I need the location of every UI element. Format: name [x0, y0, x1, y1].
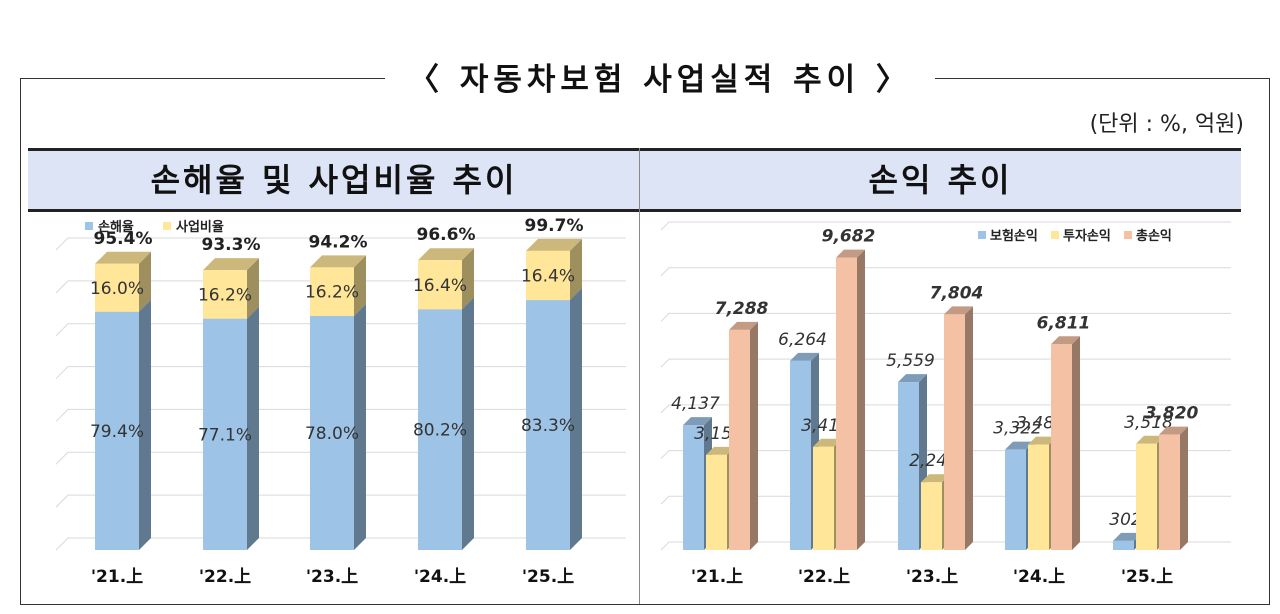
legend-swatch-2 — [1124, 231, 1132, 239]
x-tick-label: '25.上 — [1121, 567, 1173, 587]
legend-swatch-1 — [163, 222, 171, 230]
right-panel-header: 손익 추이 — [640, 148, 1241, 212]
loss-ratio-label: 83.3% — [521, 416, 575, 436]
legend-label-2: 총손익 — [1136, 228, 1172, 244]
x-tick-label: '25.上 — [522, 567, 574, 587]
expense-ratio-bar — [418, 248, 474, 310]
expense-ratio-label: 16.0% — [90, 279, 144, 299]
legend-label-0: 손해율 — [98, 219, 134, 235]
gridline — [660, 312, 1231, 322]
expense-ratio-label: 16.4% — [413, 276, 467, 296]
legend-swatch-0 — [85, 222, 93, 230]
loss-ratio-bar — [418, 297, 474, 550]
loss-ratio-label: 80.2% — [413, 421, 467, 441]
profit-value-label: 7,288 — [715, 299, 769, 319]
profit-value-label: 9,682 — [822, 227, 876, 247]
unit-note: (단위 : %, 억원) — [1089, 112, 1244, 137]
profit-value-label: 5,559 — [886, 351, 935, 371]
gridline — [660, 221, 1231, 231]
left-panel-header: 손해율 및 사업비율 추이 — [28, 148, 640, 212]
total-ratio-label: 95.4% — [94, 229, 153, 249]
profit-value-label: 302 — [1109, 510, 1141, 530]
x-tick-label: '23.上 — [306, 567, 358, 587]
profit-value-label: 6,811 — [1037, 313, 1091, 333]
expense-ratio-bar — [95, 251, 151, 312]
x-tick-label: '23.上 — [906, 567, 958, 587]
x-tick-label: '24.上 — [414, 567, 466, 587]
loss-ratio-chart: 손해율 사업비율 79.4% 16.0% 95.4% '21.上 77.1% 16.2% 93.… — [55, 216, 626, 587]
total-ratio-label: 93.3% — [202, 235, 261, 255]
gridline — [660, 358, 1231, 368]
total-ratio-label: 94.2% — [309, 232, 368, 252]
x-tick-label: '22.上 — [199, 567, 251, 587]
loss-ratio-bar — [526, 288, 582, 550]
profit-bar-2 — [729, 321, 758, 550]
total-ratio-label: 96.6% — [417, 225, 476, 245]
expense-ratio-label: 16.2% — [305, 283, 359, 303]
panel-divider — [639, 148, 640, 604]
expense-ratio-bar — [203, 258, 259, 319]
profit-value-label: 6,264 — [778, 330, 827, 350]
legend-swatch-1 — [1051, 231, 1059, 239]
expense-ratio-label: 16.2% — [198, 285, 252, 305]
profit-value-label: 3,820 — [1145, 404, 1199, 424]
gridline — [660, 267, 1231, 277]
loss-ratio-label: 79.4% — [90, 422, 144, 442]
profit-chart: 보험손익 투자손익 총손익4,1373,1517,288'21.上6,2643,41… — [660, 221, 1231, 587]
loss-ratio-bar — [310, 304, 366, 550]
gridline — [55, 237, 626, 251]
expense-ratio-bar — [310, 255, 366, 316]
loss-ratio-label: 78.0% — [305, 424, 359, 444]
x-tick-label: '24.上 — [1013, 567, 1065, 587]
right-chart-title: 손익 추이 — [868, 161, 1013, 199]
expense-ratio-bar — [526, 238, 582, 301]
legend-label-1: 투자손익 — [1063, 228, 1111, 244]
legend-swatch-0 — [978, 231, 986, 239]
profit-value-label: 7,804 — [930, 283, 984, 303]
total-ratio-label: 99.7% — [525, 216, 584, 236]
figure-title: 〈 자동차보험 사업실적 추이 〉 — [408, 62, 912, 98]
expense-ratio-label: 16.4% — [521, 267, 575, 287]
profit-bar-2 — [1051, 336, 1080, 550]
legend-label-1: 사업비율 — [176, 219, 224, 235]
legend-label-0: 보험손익 — [990, 228, 1038, 244]
x-tick-label: '21.上 — [91, 567, 143, 587]
x-tick-label: '22.上 — [798, 567, 850, 587]
gridline — [660, 404, 1231, 414]
profit-value-label: 3,518 — [1124, 413, 1173, 433]
profit-value-label: 4,137 — [671, 394, 720, 414]
x-tick-label: '21.上 — [691, 567, 743, 587]
loss-ratio-label: 77.1% — [198, 425, 252, 445]
profit-value-label: 3,322 — [993, 419, 1042, 439]
profit-bar-2 — [1159, 426, 1188, 550]
title-background — [385, 60, 935, 100]
left-chart-title: 손해율 및 사업비율 추이 — [150, 161, 518, 199]
profit-bar-2 — [836, 249, 865, 550]
profit-bar-2 — [944, 306, 973, 550]
